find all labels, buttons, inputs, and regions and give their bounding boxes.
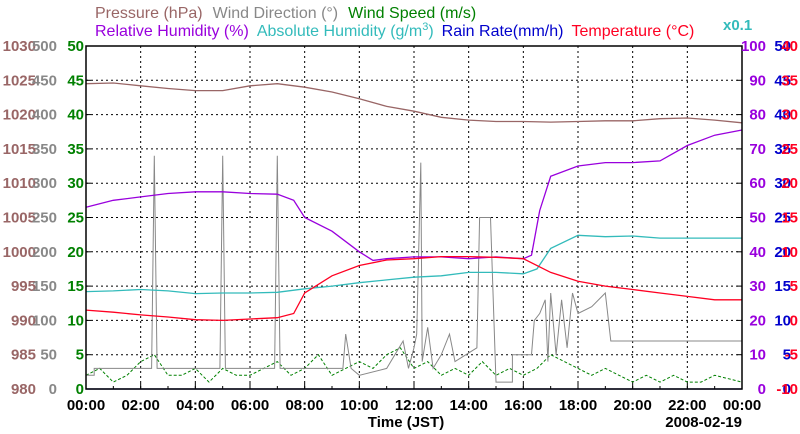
series-line-rh bbox=[85, 129, 743, 262]
left-tick-label-pressure: 1000 bbox=[3, 244, 36, 261]
legend-wind-direction: Wind Direction (°) bbox=[213, 5, 339, 22]
series-line-pressure bbox=[85, 82, 743, 124]
scale-note: x0.1 bbox=[723, 17, 752, 34]
right-tick-label-temp: 30 bbox=[781, 107, 798, 124]
left-tick-label-wind-speed: 35 bbox=[67, 141, 84, 158]
x-tick-label: 14:00 bbox=[449, 397, 487, 414]
right-tick-label-rh: 60 bbox=[749, 175, 766, 192]
right-tick-label-temp: 20 bbox=[781, 175, 798, 192]
left-tick-label-wind-direction: 200 bbox=[32, 244, 57, 261]
legend-temp: Temperature (°C) bbox=[571, 23, 694, 40]
right-tick-label-rh: 10 bbox=[749, 347, 766, 364]
left-tick-label-wind-speed: 10 bbox=[67, 312, 84, 329]
left-tick-label-wind-speed: 30 bbox=[67, 175, 84, 192]
left-tick-label-pressure: 1020 bbox=[3, 107, 36, 124]
left-tick-label-wind-direction: 400 bbox=[32, 107, 57, 124]
left-tick-label-wind-speed: 20 bbox=[67, 244, 84, 261]
right-tick-label-rain: 10 bbox=[774, 312, 791, 329]
left-tick-label-wind-speed: 15 bbox=[67, 278, 84, 295]
x-tick-label: 22:00 bbox=[668, 397, 706, 414]
left-tick-label-wind-speed: 25 bbox=[67, 210, 84, 227]
right-tick-label-rain: 15 bbox=[774, 278, 791, 295]
right-tick-label-rh: 50 bbox=[749, 210, 766, 227]
legend-pressure: Pressure (hPa) bbox=[95, 5, 203, 22]
right-tick-label-rain: 25 bbox=[774, 210, 791, 227]
chart-grid bbox=[86, 46, 742, 389]
left-tick-label-pressure: 980 bbox=[11, 381, 36, 398]
left-tick-label-wind-direction: 300 bbox=[32, 175, 57, 192]
right-tick-label-rain: 50 bbox=[774, 38, 791, 55]
legend-rain: Rain Rate(mm/h) bbox=[442, 23, 564, 40]
legend-rh: Relative Humidity (%) bbox=[95, 23, 249, 40]
right-tick-label-rh: 30 bbox=[749, 278, 766, 295]
series-line-temp bbox=[85, 255, 742, 322]
chart-axes: 00:00 02:00 04:00 06:00 08:00 10:00 12:00 14:00… bbox=[3, 38, 798, 414]
left-tick-label-pressure: 1010 bbox=[3, 175, 36, 192]
x-tick-label: 06:00 bbox=[231, 397, 269, 414]
left-tick-label-wind-direction: 250 bbox=[32, 210, 57, 227]
legend-ah: Absolute Humidity (g/m3) bbox=[257, 21, 434, 40]
right-tick-label-temp: 5 bbox=[790, 278, 798, 295]
right-tick-label-rh: 90 bbox=[749, 72, 766, 89]
right-tick-label-rain: 30 bbox=[774, 175, 791, 192]
left-tick-label-wind-direction: 500 bbox=[32, 38, 57, 55]
left-tick-label-wind-direction: 150 bbox=[32, 278, 57, 295]
right-tick-label-rain: 40 bbox=[774, 107, 791, 124]
right-tick-label-rain: 45 bbox=[774, 72, 791, 89]
x-tick-label: 04:00 bbox=[176, 397, 214, 414]
left-tick-label-wind-direction: 100 bbox=[32, 312, 57, 329]
right-tick-label-rh: 100 bbox=[741, 38, 766, 55]
legend-wind-speed: Wind Speed (m/s) bbox=[348, 5, 476, 22]
right-tick-label-temp: 15 bbox=[781, 210, 798, 227]
x-tick-label: 00:00 bbox=[723, 397, 761, 414]
x-tick-label: 02:00 bbox=[121, 397, 159, 414]
left-tick-label-wind-direction: 50 bbox=[40, 347, 57, 364]
left-tick-label-pressure: 1005 bbox=[3, 210, 36, 227]
left-tick-label-wind-speed: 0 bbox=[76, 381, 84, 398]
x-tick-label: 08:00 bbox=[285, 397, 323, 414]
left-tick-label-wind-direction: 350 bbox=[32, 141, 57, 158]
x-tick-label: 20:00 bbox=[613, 397, 651, 414]
right-tick-label-rain: 35 bbox=[774, 141, 791, 158]
right-tick-label-temp: 0 bbox=[790, 312, 798, 329]
right-tick-label-temp: 25 bbox=[781, 141, 798, 158]
left-tick-label-pressure: 985 bbox=[11, 347, 36, 364]
right-tick-label-temp: 35 bbox=[781, 72, 798, 89]
left-tick-label-wind-speed: 45 bbox=[67, 72, 84, 89]
right-tick-label-temp: -5 bbox=[785, 347, 798, 364]
right-tick-label-rh: 0 bbox=[758, 381, 766, 398]
right-tick-label-temp: 40 bbox=[781, 38, 798, 55]
left-tick-label-pressure: 990 bbox=[11, 312, 36, 329]
right-tick-label-rain: 5 bbox=[783, 347, 791, 364]
right-tick-label-temp: -10 bbox=[776, 381, 798, 398]
series-line-ah bbox=[85, 234, 742, 295]
left-tick-label-pressure: 1015 bbox=[3, 141, 36, 158]
left-tick-label-pressure: 1025 bbox=[3, 72, 36, 89]
right-tick-label-rh: 40 bbox=[749, 244, 766, 261]
left-tick-label-wind-direction: 450 bbox=[32, 72, 57, 89]
right-tick-label-rain: 0 bbox=[783, 381, 791, 398]
right-tick-label-rh: 80 bbox=[749, 107, 766, 124]
chart-legend: Pressure (hPa) Wind Direction (°) Wind Spe… bbox=[95, 5, 694, 40]
left-tick-label-pressure: 1030 bbox=[3, 38, 36, 55]
left-tick-label-wind-direction: 0 bbox=[49, 381, 57, 398]
left-tick-label-wind-speed: 5 bbox=[76, 347, 84, 364]
x-tick-label: 10:00 bbox=[340, 397, 378, 414]
right-tick-label-temp: 10 bbox=[781, 244, 798, 261]
x-tick-label: 12:00 bbox=[395, 397, 433, 414]
date-label: 2008-02-19 bbox=[665, 414, 742, 431]
left-tick-label-wind-speed: 50 bbox=[67, 38, 84, 55]
series-line-wind-speed bbox=[85, 347, 743, 383]
left-tick-label-wind-speed: 40 bbox=[67, 107, 84, 124]
right-tick-label-rh: 20 bbox=[749, 312, 766, 329]
right-tick-label-rain: 20 bbox=[774, 244, 791, 261]
series-line-wind-direction bbox=[86, 155, 742, 383]
x-tick-label: 00:00 bbox=[67, 397, 105, 414]
x-tick-label: 18:00 bbox=[559, 397, 597, 414]
x-axis-label: Time (JST) bbox=[368, 414, 444, 431]
right-tick-label-rh: 70 bbox=[749, 141, 766, 158]
x-tick-label: 16:00 bbox=[504, 397, 542, 414]
left-tick-label-pressure: 995 bbox=[11, 278, 36, 295]
